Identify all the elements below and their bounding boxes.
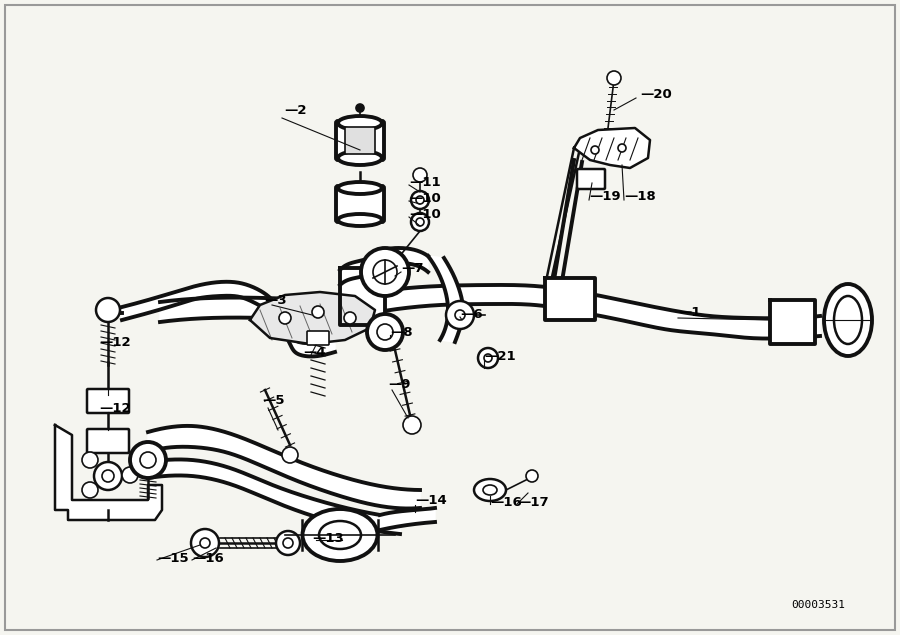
Text: —2: —2 bbox=[284, 104, 307, 116]
Circle shape bbox=[102, 470, 114, 482]
Circle shape bbox=[413, 168, 427, 182]
Circle shape bbox=[344, 312, 356, 324]
Circle shape bbox=[484, 354, 492, 362]
Circle shape bbox=[411, 191, 429, 209]
Circle shape bbox=[356, 104, 364, 112]
Circle shape bbox=[130, 442, 166, 478]
FancyBboxPatch shape bbox=[307, 331, 329, 345]
Polygon shape bbox=[160, 285, 820, 338]
Ellipse shape bbox=[474, 479, 506, 501]
Circle shape bbox=[279, 312, 291, 324]
Polygon shape bbox=[340, 268, 385, 325]
Ellipse shape bbox=[338, 214, 382, 226]
Text: —16: —16 bbox=[490, 495, 522, 509]
Text: —15: —15 bbox=[157, 552, 189, 565]
Text: —10: —10 bbox=[409, 192, 441, 206]
Text: —3: —3 bbox=[264, 293, 286, 307]
Circle shape bbox=[403, 416, 421, 434]
Circle shape bbox=[191, 529, 219, 557]
Circle shape bbox=[416, 196, 424, 204]
Circle shape bbox=[591, 146, 599, 154]
Text: —11: —11 bbox=[409, 177, 441, 189]
Circle shape bbox=[377, 324, 393, 340]
Text: —19: —19 bbox=[589, 190, 621, 203]
Circle shape bbox=[96, 298, 120, 322]
Ellipse shape bbox=[824, 284, 872, 356]
Circle shape bbox=[416, 218, 424, 226]
Text: —10: —10 bbox=[409, 208, 441, 222]
FancyBboxPatch shape bbox=[87, 389, 129, 413]
Text: —12: —12 bbox=[99, 403, 130, 415]
Circle shape bbox=[283, 538, 293, 548]
Circle shape bbox=[361, 248, 409, 296]
Circle shape bbox=[82, 482, 98, 498]
Polygon shape bbox=[340, 248, 428, 285]
Circle shape bbox=[122, 467, 138, 483]
Circle shape bbox=[367, 314, 403, 350]
Ellipse shape bbox=[483, 485, 497, 495]
Ellipse shape bbox=[338, 116, 382, 130]
Circle shape bbox=[526, 470, 538, 482]
Ellipse shape bbox=[338, 182, 382, 194]
Circle shape bbox=[455, 310, 465, 320]
Circle shape bbox=[607, 71, 621, 85]
Circle shape bbox=[94, 462, 122, 490]
Ellipse shape bbox=[834, 296, 862, 344]
Polygon shape bbox=[55, 425, 162, 520]
FancyBboxPatch shape bbox=[87, 429, 129, 453]
Circle shape bbox=[82, 452, 98, 468]
Circle shape bbox=[312, 306, 324, 318]
FancyBboxPatch shape bbox=[336, 121, 384, 160]
Text: —14: —14 bbox=[415, 495, 446, 507]
Polygon shape bbox=[148, 460, 400, 534]
Ellipse shape bbox=[338, 151, 382, 165]
Circle shape bbox=[618, 144, 626, 152]
Text: —20: —20 bbox=[640, 88, 671, 100]
Text: —13: —13 bbox=[312, 531, 344, 544]
Text: —7: —7 bbox=[401, 262, 424, 274]
Polygon shape bbox=[574, 128, 650, 168]
Polygon shape bbox=[250, 292, 375, 344]
Circle shape bbox=[446, 301, 474, 329]
Text: —12: —12 bbox=[99, 335, 130, 349]
Text: —9: —9 bbox=[388, 377, 410, 391]
Polygon shape bbox=[380, 508, 435, 530]
Text: —16: —16 bbox=[192, 552, 224, 565]
Text: —21: —21 bbox=[484, 351, 516, 363]
FancyBboxPatch shape bbox=[345, 127, 375, 154]
FancyBboxPatch shape bbox=[336, 186, 384, 222]
Text: —6: —6 bbox=[460, 309, 482, 321]
Circle shape bbox=[411, 213, 429, 231]
Ellipse shape bbox=[302, 509, 377, 561]
Circle shape bbox=[276, 531, 300, 555]
Polygon shape bbox=[770, 300, 815, 344]
Circle shape bbox=[373, 260, 397, 284]
Text: —4: —4 bbox=[303, 345, 326, 359]
Text: —18: —18 bbox=[624, 190, 656, 203]
Circle shape bbox=[478, 348, 498, 368]
Circle shape bbox=[140, 452, 156, 468]
FancyBboxPatch shape bbox=[577, 169, 605, 189]
Circle shape bbox=[200, 538, 210, 548]
Circle shape bbox=[282, 447, 298, 463]
Text: —1: —1 bbox=[678, 305, 700, 319]
Polygon shape bbox=[148, 426, 420, 509]
Text: —8: —8 bbox=[390, 326, 412, 340]
Ellipse shape bbox=[319, 521, 361, 549]
Text: 00003531: 00003531 bbox=[791, 600, 845, 610]
Text: —17: —17 bbox=[517, 495, 549, 509]
Text: —5: —5 bbox=[262, 394, 284, 406]
Polygon shape bbox=[122, 282, 335, 356]
Polygon shape bbox=[428, 256, 463, 342]
Polygon shape bbox=[545, 278, 595, 320]
